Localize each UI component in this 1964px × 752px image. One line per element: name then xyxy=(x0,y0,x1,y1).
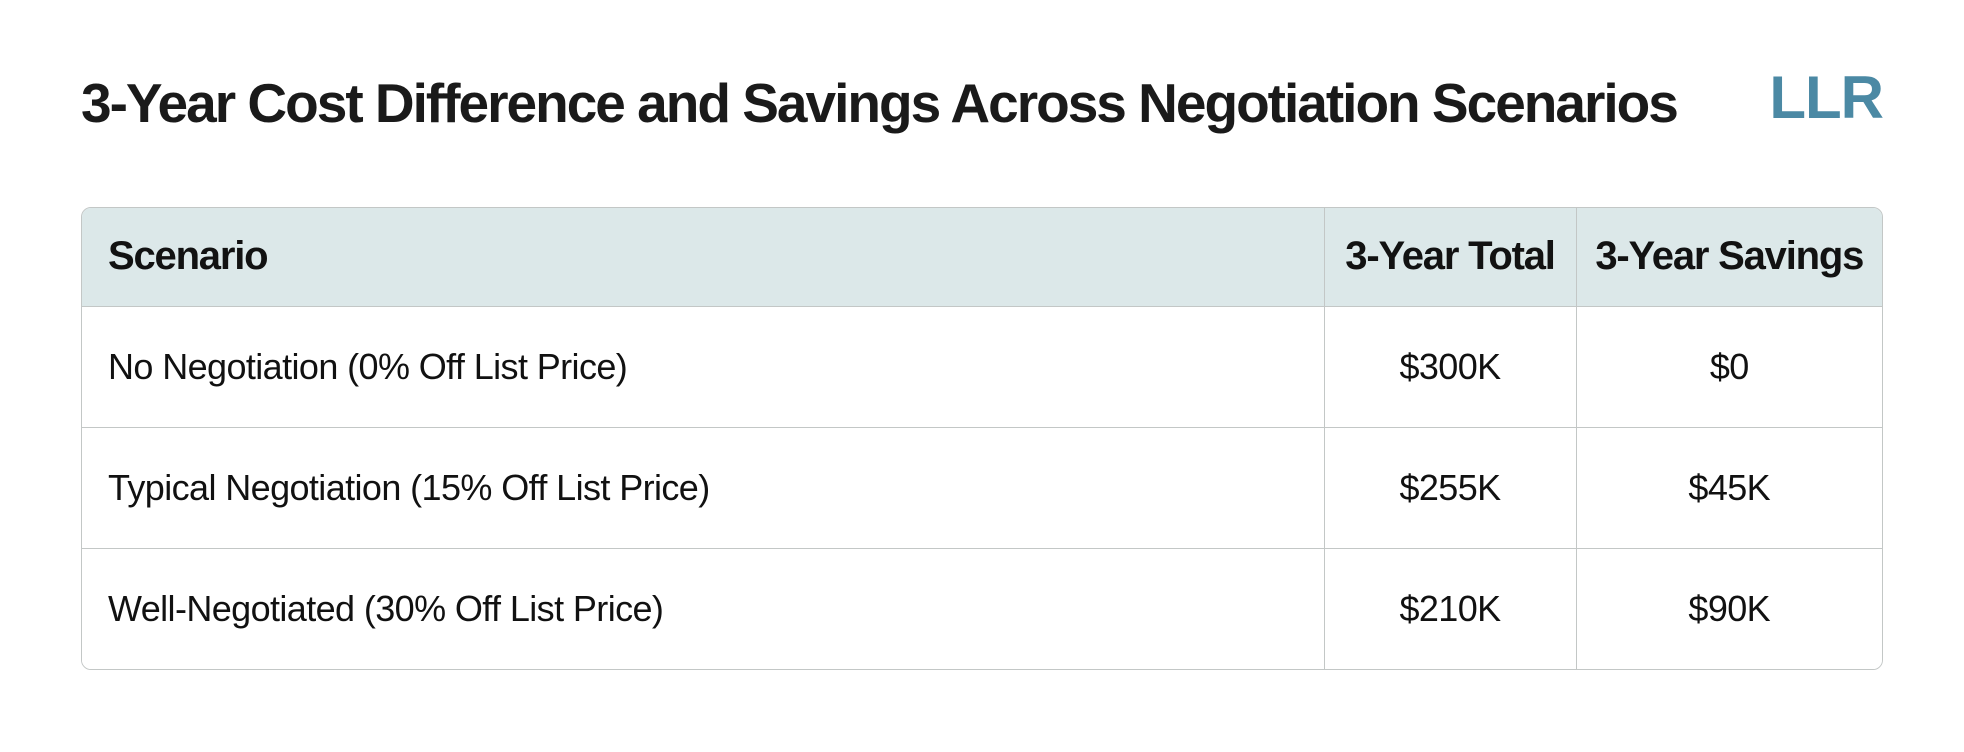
scenario-cell: Typical Negotiation (15% Off List Price) xyxy=(82,427,1325,549)
report-page: 3-Year Cost Difference and Savings Acros… xyxy=(81,0,1884,670)
table-row: Well-Negotiated (30% Off List Price) $21… xyxy=(82,548,1882,669)
column-header-scenario: Scenario xyxy=(82,208,1325,307)
table-row: No Negotiation (0% Off List Price) $300K… xyxy=(82,306,1882,428)
scenario-table-card: Scenario 3-Year Total 3-Year Savings No … xyxy=(81,207,1883,670)
savings-cell: $45K xyxy=(1576,427,1882,549)
table-header-row: Scenario 3-Year Total 3-Year Savings xyxy=(82,208,1882,307)
column-header-total: 3-Year Total xyxy=(1324,208,1577,307)
total-cell: $255K xyxy=(1324,427,1577,549)
table-body: No Negotiation (0% Off List Price) $300K… xyxy=(82,306,1882,669)
savings-cell: $90K xyxy=(1576,548,1882,669)
page-title: 3-Year Cost Difference and Savings Acros… xyxy=(81,72,1679,134)
report-header: 3-Year Cost Difference and Savings Acros… xyxy=(81,62,1884,136)
scenario-cell: No Negotiation (0% Off List Price) xyxy=(82,306,1325,428)
savings-cell: $0 xyxy=(1576,306,1882,428)
total-cell: $300K xyxy=(1324,306,1577,428)
llr-logo: LLR xyxy=(1769,64,1884,131)
table-row: Typical Negotiation (15% Off List Price)… xyxy=(82,427,1882,549)
total-cell: $210K xyxy=(1324,548,1577,669)
table-header: Scenario 3-Year Total 3-Year Savings xyxy=(82,208,1882,307)
scenario-table: Scenario 3-Year Total 3-Year Savings No … xyxy=(82,208,1882,669)
column-header-savings: 3-Year Savings xyxy=(1576,208,1882,307)
scenario-cell: Well-Negotiated (30% Off List Price) xyxy=(82,548,1325,669)
